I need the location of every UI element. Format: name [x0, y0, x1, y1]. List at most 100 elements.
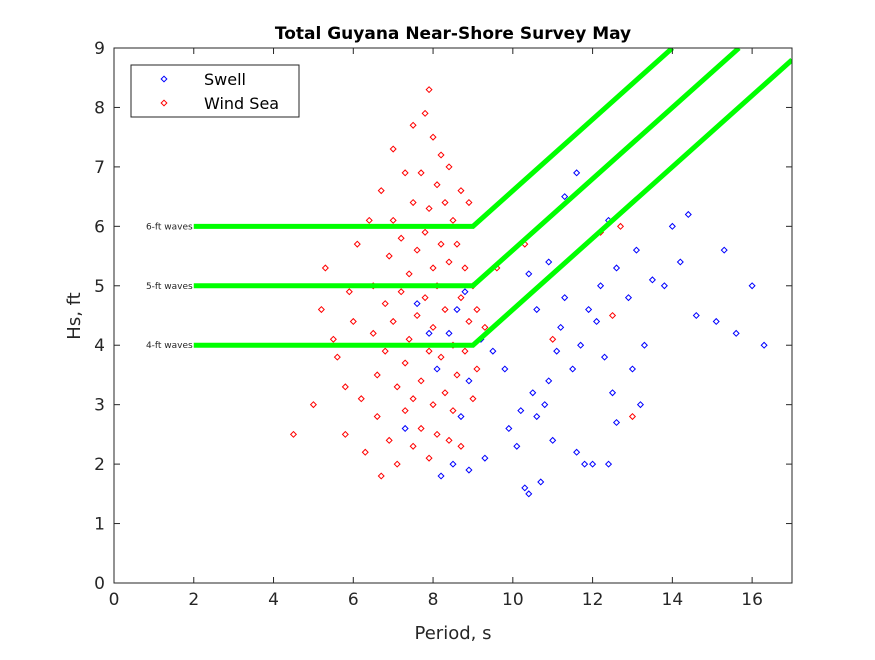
data-point	[433, 181, 441, 189]
data-point	[393, 383, 401, 391]
data-point	[445, 436, 453, 444]
x-tick-label: 4	[268, 590, 279, 610]
data-point	[481, 454, 489, 462]
data-point	[501, 365, 509, 373]
data-point	[632, 246, 640, 254]
y-tick-label: 0	[94, 574, 105, 594]
x-tick-label: 16	[741, 590, 763, 610]
series-swell	[401, 169, 768, 498]
data-point	[425, 86, 433, 94]
data-point	[461, 264, 469, 272]
data-point	[425, 204, 433, 213]
data-point	[601, 353, 609, 361]
data-point	[449, 407, 457, 415]
data-point	[521, 484, 529, 492]
data-point	[553, 347, 561, 355]
data-point	[445, 163, 453, 171]
data-point	[349, 317, 357, 325]
data-point	[505, 424, 513, 432]
data-point	[453, 240, 461, 248]
series-wind-sea	[289, 86, 637, 480]
data-point	[561, 294, 569, 302]
data-point	[429, 133, 437, 141]
data-point	[409, 442, 417, 450]
data-point	[421, 109, 429, 117]
y-tick-label: 3	[94, 396, 105, 416]
data-point	[361, 448, 369, 456]
y-tick-label: 6	[94, 217, 105, 237]
data-point	[421, 294, 429, 302]
data-point	[345, 288, 353, 296]
data-point	[545, 377, 553, 385]
data-point	[417, 169, 425, 177]
data-point	[409, 199, 417, 207]
data-point	[445, 329, 453, 337]
reference-line-4-ft-waves	[193, 58, 792, 348]
x-tick-label: 12	[582, 590, 604, 610]
data-point	[405, 335, 413, 343]
data-point	[537, 478, 545, 486]
data-point	[748, 282, 756, 290]
data-point	[525, 270, 533, 278]
plot-area: 6-ft waves 5-ft waves 4-ft waves	[146, 48, 792, 498]
legend-label-swell: Swell	[204, 70, 246, 89]
data-point	[309, 401, 317, 409]
data-point	[457, 442, 465, 450]
data-point	[732, 329, 740, 337]
data-point	[457, 413, 465, 421]
y-tick-label: 4	[94, 336, 105, 356]
reference-line-label: 5-ft waves	[146, 282, 193, 292]
data-point	[445, 258, 453, 266]
data-point	[321, 264, 329, 272]
data-point	[684, 210, 692, 218]
data-point	[549, 436, 557, 444]
data-point	[457, 294, 465, 302]
data-point	[624, 294, 633, 302]
data-point	[605, 460, 613, 468]
y-axis-label: Hs, ft	[64, 292, 85, 339]
data-point	[401, 407, 409, 415]
data-point	[381, 300, 389, 308]
data-point	[577, 341, 585, 349]
data-point	[465, 466, 473, 474]
data-point	[409, 395, 417, 403]
data-point	[437, 353, 445, 361]
x-tick-label: 10	[502, 590, 524, 610]
data-point	[585, 306, 593, 314]
data-point	[489, 347, 497, 355]
y-tick-label: 2	[94, 455, 105, 475]
y-tick-label: 9	[94, 39, 105, 59]
data-point	[648, 276, 656, 284]
data-point	[712, 317, 720, 325]
data-point	[636, 401, 644, 409]
data-point	[612, 418, 621, 427]
data-point	[581, 460, 589, 468]
data-point	[612, 264, 621, 272]
data-point	[401, 424, 409, 432]
data-point	[473, 365, 481, 373]
data-point	[437, 472, 445, 480]
data-point	[333, 353, 341, 361]
data-point	[369, 329, 377, 337]
data-point	[569, 365, 577, 373]
data-point	[341, 383, 349, 391]
data-point	[441, 306, 449, 314]
y-tick-label: 1	[94, 515, 105, 535]
data-point	[421, 228, 429, 236]
data-point	[389, 317, 397, 325]
legend-label-wind-sea: Wind Sea	[204, 94, 279, 113]
data-point	[760, 341, 768, 349]
data-point	[365, 216, 373, 224]
data-point	[397, 288, 405, 296]
data-point	[533, 306, 541, 314]
data-point	[549, 335, 557, 343]
data-point	[425, 329, 433, 337]
data-point	[405, 270, 413, 278]
data-point	[289, 430, 298, 438]
data-point	[616, 222, 625, 230]
data-point	[441, 199, 449, 207]
data-point	[429, 264, 437, 272]
data-point	[381, 347, 389, 355]
data-point	[409, 121, 417, 129]
